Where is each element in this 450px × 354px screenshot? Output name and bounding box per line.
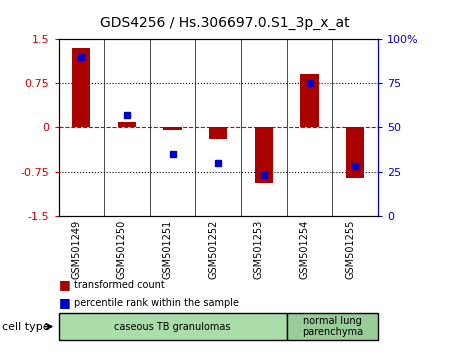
Text: GSM501250: GSM501250 [117, 219, 127, 279]
Text: GSM501252: GSM501252 [208, 219, 218, 279]
Bar [118, 121, 136, 127]
Bar [72, 48, 90, 127]
Text: normal lung
parenchyma: normal lung parenchyma [302, 316, 363, 337]
Text: ■: ■ [58, 296, 70, 309]
Bar [255, 127, 273, 183]
Text: GSM501253: GSM501253 [254, 219, 264, 279]
Text: caseous TB granulomas: caseous TB granulomas [114, 321, 231, 332]
Bar [209, 127, 227, 139]
Text: GDS4256 / Hs.306697.0.S1_3p_x_at: GDS4256 / Hs.306697.0.S1_3p_x_at [100, 16, 350, 30]
Text: cell type: cell type [2, 321, 50, 332]
Bar [301, 74, 319, 127]
Text: transformed count: transformed count [74, 280, 165, 290]
Text: GSM501254: GSM501254 [300, 219, 310, 279]
Text: percentile rank within the sample: percentile rank within the sample [74, 298, 239, 308]
Text: GSM501255: GSM501255 [345, 219, 355, 279]
Text: ■: ■ [58, 279, 70, 291]
Bar [346, 127, 364, 178]
Bar [163, 127, 182, 130]
Text: GSM501249: GSM501249 [71, 219, 81, 279]
Text: GSM501251: GSM501251 [162, 219, 173, 279]
